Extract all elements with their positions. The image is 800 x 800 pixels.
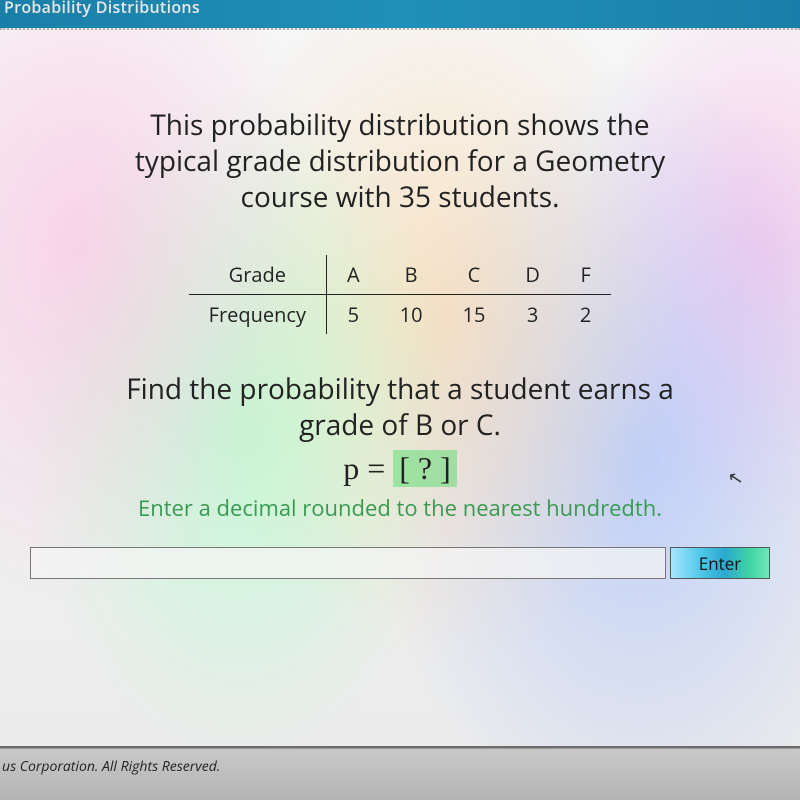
freq-col-2: 15	[443, 295, 506, 335]
intro-line-2: typical grade distribution for a Geometr…	[135, 142, 665, 180]
table-row: Grade A B C D F	[189, 255, 612, 295]
grade-col-1: B	[380, 255, 443, 295]
row-label-frequency: Frequency	[189, 295, 327, 335]
formula: p = [ ? ]	[0, 450, 800, 487]
question-line-2: grade of B or C.	[299, 406, 501, 444]
intro-line-1: This probability distribution shows the	[150, 106, 649, 144]
hint-text: Enter a decimal rounded to the nearest h…	[0, 493, 800, 523]
formula-prefix: p =	[343, 450, 393, 486]
freq-col-1: 10	[380, 295, 443, 335]
footer-bar: us Corporation. All Rights Reserved.	[0, 748, 800, 800]
intro-line-3: course with 35 students.	[241, 178, 560, 216]
answer-input[interactable]	[30, 547, 666, 579]
grade-col-4: F	[560, 255, 611, 295]
freq-col-3: 3	[505, 295, 560, 335]
answer-input-row: Enter	[30, 547, 770, 579]
question-line-1: Find the probability that a student earn…	[126, 370, 674, 408]
freq-col-0: 5	[326, 295, 379, 335]
question-text: Find the probability that a student earn…	[0, 372, 800, 444]
grade-col-0: A	[326, 255, 379, 295]
answer-placeholder-box: [ ? ]	[393, 450, 457, 487]
footer-copyright: us Corporation. All Rights Reserved.	[2, 757, 220, 776]
enter-button[interactable]: Enter	[670, 547, 770, 579]
grade-col-3: D	[505, 255, 560, 295]
distribution-table: Grade A B C D F Frequency 5 10 15 3 2	[189, 255, 612, 334]
row-label-grade: Grade	[189, 255, 327, 295]
problem-panel: This probability distribution shows the …	[0, 28, 800, 748]
problem-intro: This probability distribution shows the …	[0, 30, 800, 215]
grade-col-2: C	[443, 255, 506, 295]
freq-col-4: 2	[560, 295, 611, 335]
header-bar: Probability Distributions	[0, 0, 800, 28]
header-title: Probability Distributions	[4, 0, 200, 18]
table-row: Frequency 5 10 15 3 2	[189, 295, 612, 335]
